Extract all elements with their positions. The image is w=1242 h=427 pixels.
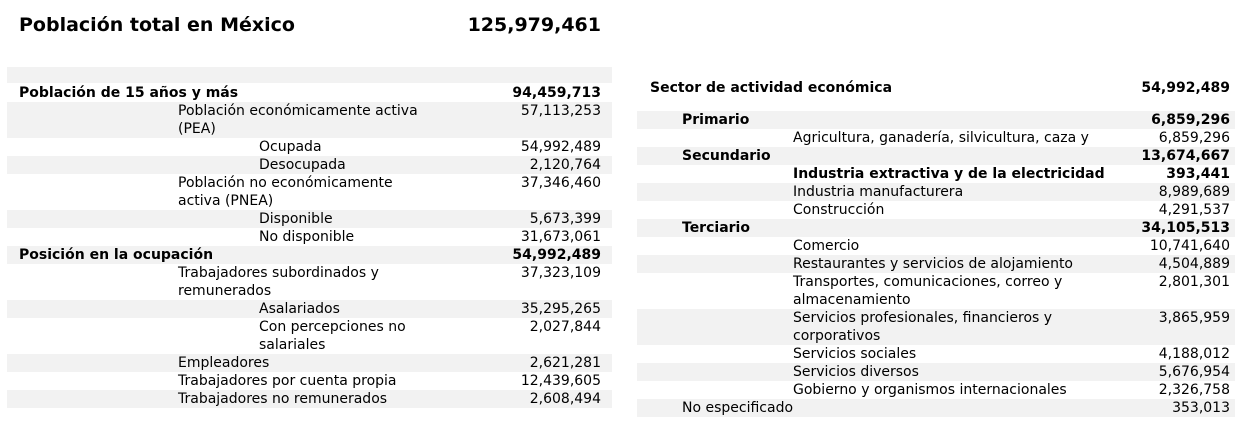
table-row-construccion: Construcción 4,291,537 [637,201,1235,219]
row-label: Población de 15 años y más [19,85,239,101]
row-value: 2,027,844 [529,319,601,335]
table-row-empleadores: Empleadores 2,621,281 [7,354,612,372]
row-value: 12,439,605 [520,373,601,389]
table-row-desocupada: Desocupada 2,120,764 [7,156,612,174]
header-divider-bar [7,67,612,83]
row-label: Asalariados [259,301,340,317]
table-row-agricultura-ganaderia-silvicultura-caza-y-pesca: Agricultura, ganadería, silvicultura, ca… [637,129,1235,164]
row-label: No disponible [259,229,355,245]
row-label: Transportes, comunicaciones, correo y al… [793,274,1063,308]
row-label: Posición en la ocupación [19,247,214,263]
row-value: 31,673,061 [520,229,601,245]
row-value: 4,504,889 [1158,256,1230,272]
row-label: Terciario [682,220,750,236]
row-value: 13,674,667 [1141,148,1230,164]
table-row-asalariados: Asalariados 35,295,265 [7,300,612,318]
table-row-servicios-profesionales-financieros-y-corporativos: Servicios profesionales, financieros y c… [637,309,1235,345]
row-value: 5,676,954 [1158,364,1230,380]
row-value: 353,013 [1172,400,1230,416]
row-label: Disponible [259,211,333,227]
row-label: Población no económicamente activa (PNEA… [178,175,393,209]
table-row-disponible: Disponible 5,673,399 [7,210,612,228]
row-label: Construcción [793,202,885,218]
row-value: 2,120,764 [529,157,601,173]
row-label: Con percepciones no salariales [259,319,406,353]
row-value: 54,992,489 [520,139,601,155]
row-label: Desocupada [259,157,346,173]
row-value: 8,989,689 [1158,184,1230,200]
page-title: Población total en México [19,14,295,36]
table-row-restaurantes-y-servicios-de-alojamiento: Restaurantes y servicios de alojamiento 4… [637,255,1235,273]
row-label: Industria extractiva y de la electricida… [793,166,1105,182]
row-label: Gobierno y organismos internacionales [793,382,1067,398]
table-row-gobierno-y-organismos-internacionales: Gobierno y organismos internacionales 2,3… [637,381,1235,399]
row-value: 54,992,489 [512,247,601,263]
row-value: 5,673,399 [529,211,601,227]
row-label: Ocupada [259,139,322,155]
row-value: 34,105,513 [1141,220,1230,236]
row-label: Empleadores [178,355,270,371]
left-table: Población de 15 años y más 94,459,713 Pobl… [7,84,612,408]
row-label: Servicios diversos [793,364,919,380]
row-value: 2,621,281 [529,355,601,371]
row-label: Restaurantes y servicios de alojamiento [793,256,1073,272]
table-row-no-especificado: No especificado 353,013 [637,399,1235,417]
table-row-transportes-comunicaciones-correo-y-almacenamiento: Transportes, comunicaciones, correo y al… [637,273,1235,309]
row-value: 2,608,494 [529,391,601,407]
row-value: 54,992,489 [1141,80,1230,96]
table-row-poblacion-economicamente-activa-pea: Población económicamente activa (PEA) 57,… [7,102,612,138]
table-row-trabajadores-subordinados-y-remunerados: Trabajadores subordinados y remunerados 3… [7,264,612,300]
table-row-poblacion-de-15-anos-y-mas: Población de 15 años y más 94,459,713 [7,84,612,102]
row-label: Servicios profesionales, financieros y c… [793,310,1053,344]
row-label: Trabajadores por cuenta propia [178,373,397,389]
row-label: Servicios sociales [793,346,917,362]
row-label: Población económicamente activa (PEA) [178,103,418,137]
table-row-posicion-en-la-ocupacion: Posición en la ocupación 54,992,489 [7,246,612,264]
table-row-secundario: Secundario 13,674,667 [637,147,1235,165]
row-value: 3,865,959 [1158,310,1230,326]
row-value: 6,859,296 [1151,112,1230,128]
row-value: 6,859,296 [1158,130,1230,146]
row-label: Trabajadores subordinados y remunerados [178,265,379,299]
row-value: 10,741,640 [1149,238,1230,254]
table-row-trabajadores-por-cuenta-propia: Trabajadores por cuenta propia 12,439,605 [7,372,612,390]
row-label: Primario [682,112,750,128]
row-value: 2,326,758 [1158,382,1230,398]
row-label: Secundario [682,148,771,164]
row-value: 57,113,253 [520,103,601,119]
row-value: 393,441 [1166,166,1230,182]
table-row-servicios-sociales: Servicios sociales 4,188,012 [637,345,1235,363]
right-table: Sector de actividad económica 54,992,489 P… [637,75,1235,417]
row-label: Comercio [793,238,860,254]
row-value: 37,346,460 [520,175,601,191]
table-row-primario: Primario 6,859,296 [637,111,1235,129]
table-row-trabajadores-no-remunerados: Trabajadores no remunerados 2,608,494 [7,390,612,408]
table-row-comercio: Comercio 10,741,640 [637,237,1235,255]
table-row-industria-manufacturera: Industria manufacturera 8,989,689 [637,183,1235,201]
table-row-sector-de-actividad-economica: Sector de actividad económica 54,992,489 [637,75,1235,111]
row-label: Sector de actividad económica [650,80,893,96]
row-value: 4,188,012 [1158,346,1230,362]
row-label: Industria manufacturera [793,184,964,200]
row-label: No especificado [682,400,794,416]
row-value: 35,295,265 [520,301,601,317]
row-value: 4,291,537 [1158,202,1230,218]
table-row-con-percepciones-no-salariales: Con percepciones no salariales 2,027,844 [7,318,612,354]
table-row-poblacion-no-economicamente-activa-pnea: Población no económicamente activa (PNEA… [7,174,612,210]
row-value: 37,323,109 [520,265,601,281]
row-value: 94,459,713 [512,85,601,101]
table-row-ocupada: Ocupada 54,992,489 [7,138,612,156]
row-label: Trabajadores no remunerados [178,391,388,407]
total-population-value: 125,979,461 [467,14,601,36]
table-row-industria-extractiva-y-de-la-electricidad: Industria extractiva y de la electricida… [637,165,1235,183]
table-row-terciario: Terciario 34,105,513 [637,219,1235,237]
table-row-no-disponible: No disponible 31,673,061 [7,228,612,246]
row-value: 2,801,301 [1158,274,1230,290]
table-row-servicios-diversos: Servicios diversos 5,676,954 [637,363,1235,381]
